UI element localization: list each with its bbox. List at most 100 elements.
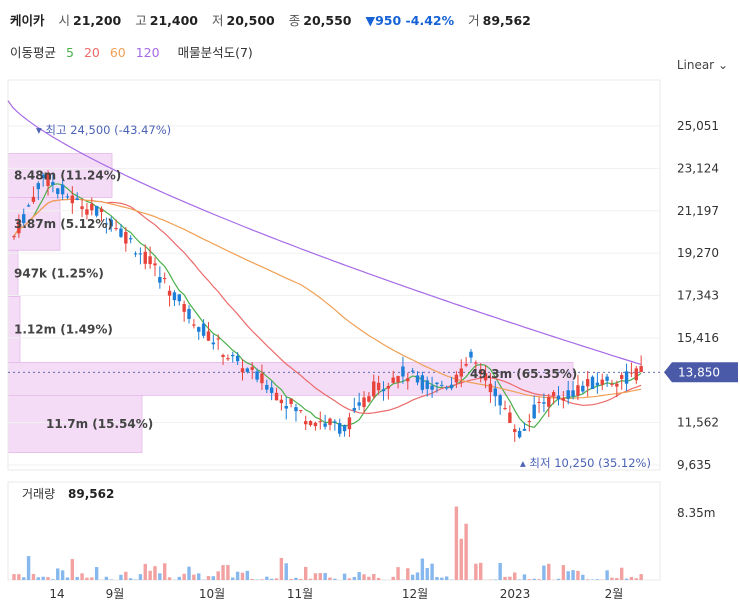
x-tick-label: 10월 xyxy=(199,587,225,601)
volume-bar xyxy=(148,570,152,580)
price-tick-label: 15,416 xyxy=(677,331,719,345)
volume-bar xyxy=(94,567,99,580)
candle-layer xyxy=(12,170,643,442)
volume-profile-label: 3.87m (5.12%) xyxy=(14,217,113,231)
volume-profile-bar xyxy=(7,197,61,251)
ma60-label[interactable]: 60 xyxy=(109,45,126,60)
candle-body xyxy=(372,381,376,397)
high-marker: ▾ 최고 24,500 (-43.47%) xyxy=(36,123,171,137)
volume-profile-toggle[interactable]: 매물분석도(7) xyxy=(177,45,253,60)
candle-body xyxy=(143,251,147,264)
volume-bar xyxy=(576,570,580,580)
volume-bar xyxy=(362,574,366,580)
volume-bar xyxy=(187,566,191,580)
volume-bar xyxy=(211,576,216,580)
candle-body xyxy=(65,196,70,198)
price-tick-label: 9,635 xyxy=(677,458,711,472)
candle-body xyxy=(479,369,483,375)
volume-bar xyxy=(192,574,196,580)
candle-body xyxy=(80,206,84,210)
volume-bar xyxy=(532,578,536,580)
candle-body xyxy=(522,428,527,431)
volume-bar xyxy=(109,579,113,580)
volume-bar xyxy=(313,573,318,580)
candle-body xyxy=(430,385,434,390)
volume-bar xyxy=(274,578,279,580)
candle-body xyxy=(201,323,206,336)
volume-bar xyxy=(260,579,264,580)
volume-bar xyxy=(454,506,459,580)
candle-body xyxy=(357,402,361,406)
volume-axis-label: 8.35m xyxy=(677,506,715,520)
candle-body xyxy=(352,408,357,411)
candle-body xyxy=(581,385,585,392)
volume-profile-label: 11.7m (15.54%) xyxy=(46,417,153,431)
candle-body xyxy=(503,408,507,410)
volume-bar xyxy=(85,577,89,580)
candle-body xyxy=(444,387,449,389)
candle-body xyxy=(410,370,415,372)
price-tick-label: 11,562 xyxy=(677,416,719,430)
label-layer: 8.48m (11.24%) 3.87m (5.12%) 947k (1.25%) 1… xyxy=(14,123,651,501)
volume-bar xyxy=(153,566,157,580)
candle-body xyxy=(226,358,230,360)
candle-body xyxy=(513,429,517,433)
candle-body xyxy=(197,327,201,332)
candle-body xyxy=(634,368,638,381)
candle-body xyxy=(274,392,279,401)
x-tick-label: 9월 xyxy=(106,587,125,601)
candle-body xyxy=(415,375,420,383)
scale-label: Linear xyxy=(676,58,715,72)
volume-bar xyxy=(561,565,566,580)
volume-profile-label: 1.12m (1.49%) xyxy=(14,322,113,336)
volume-bar xyxy=(522,574,527,580)
ma120-label[interactable]: 120 xyxy=(135,45,160,60)
x-tick-label: 2월 xyxy=(605,587,624,601)
price-change: ▼950 -4.42% xyxy=(365,13,455,28)
volume-bar xyxy=(595,579,600,580)
volume-bar xyxy=(158,573,162,580)
volume-profile-bar xyxy=(7,153,113,198)
candle-body xyxy=(527,421,532,423)
candle-body xyxy=(85,209,89,215)
volume-bar xyxy=(639,574,643,580)
volume-bar xyxy=(444,576,449,580)
volume-bar xyxy=(51,579,55,580)
volume-bar xyxy=(206,576,211,580)
volume-bar xyxy=(56,568,60,580)
candle-body xyxy=(440,384,444,386)
candle-body xyxy=(508,412,512,424)
candle-body xyxy=(313,422,318,427)
candle-body xyxy=(255,371,259,380)
volume-bar xyxy=(357,572,361,580)
ma5-label[interactable]: 5 xyxy=(66,45,74,60)
volume-bar xyxy=(250,579,254,580)
volume-bar xyxy=(65,577,70,580)
ma20-label[interactable]: 20 xyxy=(83,45,100,60)
candle-body xyxy=(279,399,284,404)
volume-bar xyxy=(585,579,590,580)
candle-body xyxy=(454,374,459,383)
chevron-down-icon: ⌄ xyxy=(717,58,728,72)
candle-body xyxy=(488,383,493,393)
candle-body xyxy=(303,421,308,425)
candle-body xyxy=(425,380,429,389)
volume-bar xyxy=(333,578,337,580)
ma5-line xyxy=(13,183,642,428)
high-label: 고 xyxy=(135,13,147,28)
candle-body xyxy=(12,236,16,238)
candle-body xyxy=(585,379,590,387)
candle-body xyxy=(75,198,79,201)
candle-body xyxy=(221,355,225,357)
volume-bar xyxy=(440,577,444,580)
candle-body xyxy=(624,371,629,384)
low-marker: ▴ 최저 10,250 (35.12%) xyxy=(520,456,651,470)
low-label: 저 xyxy=(212,13,224,28)
scale-dropdown[interactable]: Linear ⌄ xyxy=(677,58,728,72)
candle-body xyxy=(235,355,240,362)
candle-body xyxy=(133,253,138,255)
candle-body xyxy=(109,219,113,227)
volume-bar xyxy=(435,577,439,580)
volume-profile-label: 8.48m (11.24%) xyxy=(14,168,121,182)
